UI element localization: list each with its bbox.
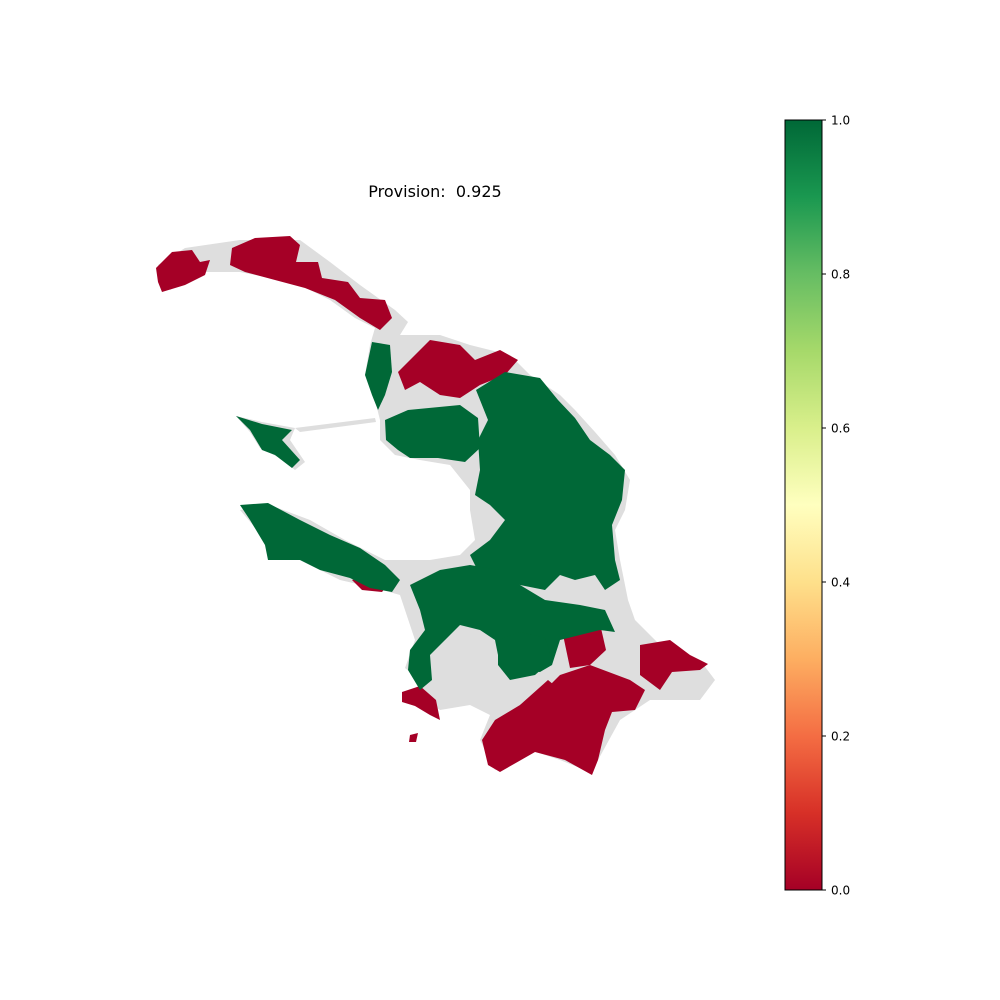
region-south-west-coast: [240, 503, 400, 592]
region-north-west-coast: [156, 250, 210, 292]
region-island-west: [236, 416, 300, 468]
colorbar-tick-label: 0.6: [831, 422, 850, 436]
region-south-center-2: [498, 632, 552, 680]
region-north-center: [365, 342, 392, 410]
title-label: Provision:: [368, 182, 446, 201]
colorbar-tick-label: 0.8: [831, 268, 850, 282]
colorbar-tick-label: 0.2: [831, 730, 850, 744]
region-city-center: [470, 372, 625, 590]
region-south-2: [520, 680, 560, 712]
title-value: 0.925: [455, 182, 502, 201]
colorbar-tick-label: 0.4: [831, 576, 850, 590]
region-small-south-west: [402, 686, 440, 720]
high-provision-areas: [236, 342, 625, 690]
region-north-east-block: [398, 340, 518, 398]
region-south-east-2: [640, 640, 708, 690]
region-central-north: [385, 405, 480, 462]
map-title: Provision: 0.925: [300, 182, 570, 201]
colorbar: 0.0 0.2 0.4 0.6 0.8 1.0: [784, 114, 850, 898]
region-south-center: [408, 565, 615, 690]
colorbar-fill: [784, 119, 823, 891]
colorbar-tick-label: 0.0: [831, 884, 850, 898]
colorbar-ticks: 0.0 0.2 0.4 0.6 0.8 1.0: [822, 114, 850, 898]
region-small-south-west-dot: [409, 733, 418, 742]
region-south: [482, 665, 645, 775]
colorbar-tick-label: 1.0: [831, 114, 850, 128]
region-north-coast: [230, 236, 392, 330]
low-provision-areas: [156, 236, 708, 775]
